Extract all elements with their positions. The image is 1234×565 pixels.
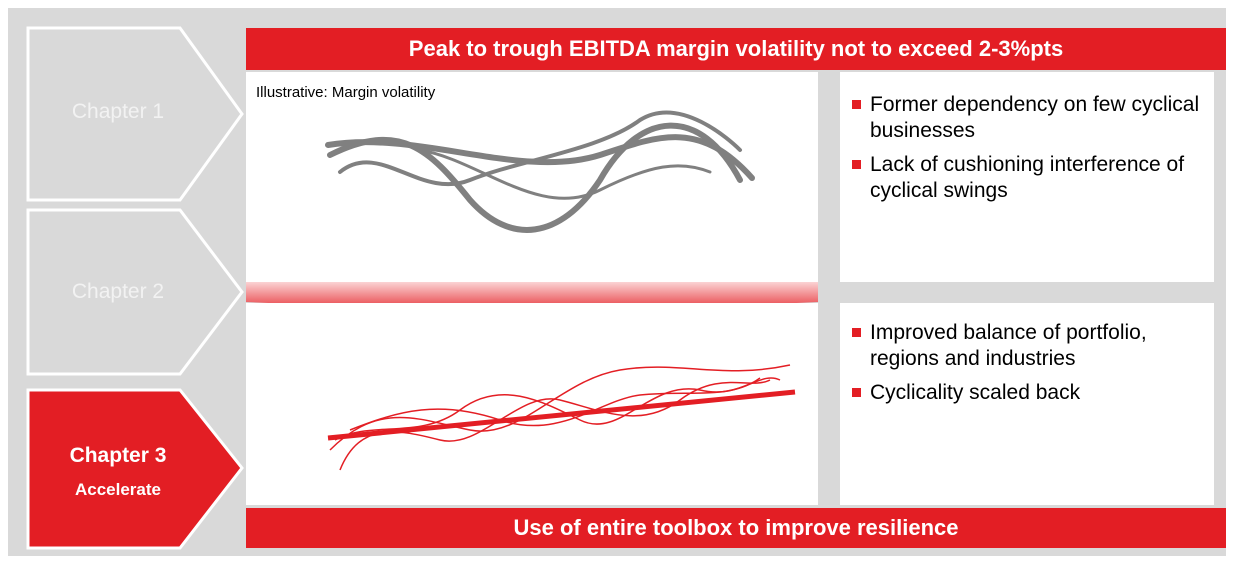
bullet: Former dependency on few cyclical busine…: [850, 92, 1210, 144]
trend-line: [327, 389, 796, 441]
chevron: [26, 388, 244, 550]
bullet: Cyclicality scaled back: [850, 380, 1150, 406]
panel: [246, 72, 818, 282]
bullet: Improved balance of portfolio, regions a…: [850, 320, 1150, 372]
illustration-label: Illustrative: Margin volatility: [256, 84, 436, 101]
panel: [840, 72, 1214, 282]
bottom-banner-bg: [246, 508, 1226, 548]
bullet: Lack of cushioning interference of cycli…: [850, 152, 1210, 204]
chevron: [26, 208, 244, 376]
top-banner-bg: [246, 28, 1226, 70]
panel: [246, 303, 818, 505]
panel: [840, 303, 1214, 505]
volatile-curves: [325, 110, 755, 233]
chapter-label: Chapter 2: [71, 280, 165, 303]
top-banner: Peak to trough EBITDA margin volatility …: [408, 36, 1064, 61]
bullet-list: Improved balance of portfolio, regions a…: [850, 320, 1150, 414]
chapter-label: Chapter 1: [71, 100, 165, 123]
chapter-label: Chapter 3: [69, 444, 167, 467]
chapter-subtitle: Accelerate: [74, 480, 161, 499]
bottom-banner: Use of entire toolbox to improve resilie…: [513, 515, 959, 540]
chevron: [26, 26, 244, 202]
bullet-list: Former dependency on few cyclical busine…: [850, 92, 1210, 212]
